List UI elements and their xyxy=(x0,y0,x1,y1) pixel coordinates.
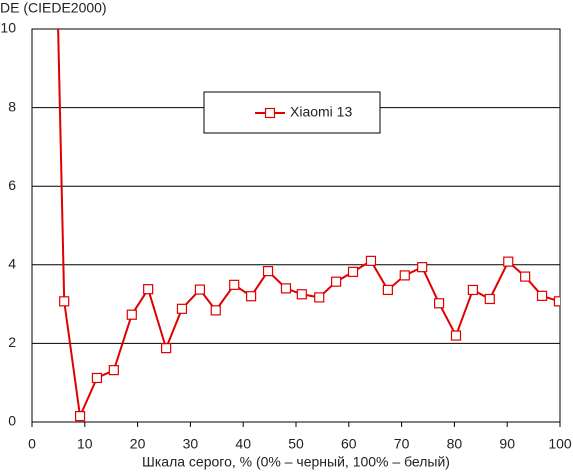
legend-box xyxy=(203,91,381,134)
point-marker xyxy=(365,255,377,266)
point-marker xyxy=(520,271,531,282)
point-marker xyxy=(108,365,119,376)
x-tick-label: 80 xyxy=(447,436,463,452)
point-marker xyxy=(553,296,560,307)
point-marker xyxy=(296,289,307,300)
point-marker xyxy=(399,270,410,281)
x-tick-label: 10 xyxy=(77,436,93,452)
point-marker xyxy=(503,256,514,267)
legend-marker xyxy=(264,107,276,119)
y-tick-label: 0 xyxy=(8,413,16,429)
point-marker xyxy=(347,266,359,277)
legend-label: Xiaomi 13 xyxy=(290,104,352,120)
point-marker xyxy=(143,284,154,295)
x-axis-label: Шкала серого, % (0% – черный, 100% – бел… xyxy=(142,454,450,470)
point-marker xyxy=(194,284,206,295)
series-line xyxy=(57,29,560,420)
y-tick-label: 6 xyxy=(8,177,16,193)
x-tick-label: 40 xyxy=(235,436,251,452)
point-marker xyxy=(314,292,325,303)
point-marker xyxy=(59,296,70,307)
point-marker xyxy=(417,262,428,273)
point-marker xyxy=(467,284,478,296)
x-tick-label: 30 xyxy=(183,436,199,452)
point-marker xyxy=(280,283,292,294)
point-marker xyxy=(210,305,221,316)
x-tick-label: 20 xyxy=(130,436,146,452)
y-tick-label: 8 xyxy=(8,98,16,114)
point-marker xyxy=(262,265,274,277)
point-marker xyxy=(246,291,257,302)
x-tick-label: 90 xyxy=(499,436,515,452)
point-marker xyxy=(74,411,86,422)
x-tick-label: 100 xyxy=(548,436,572,452)
y-tick-label: 2 xyxy=(8,334,16,350)
point-marker xyxy=(161,343,172,354)
point-marker xyxy=(331,276,342,287)
point-marker xyxy=(229,279,240,290)
x-tick-label: 60 xyxy=(341,436,357,452)
point-marker xyxy=(126,309,137,320)
y-tick-label: 4 xyxy=(8,256,16,272)
point-marker xyxy=(433,298,445,309)
x-tick-label: 0 xyxy=(28,436,36,452)
point-marker xyxy=(176,303,188,314)
x-tick-label: 50 xyxy=(288,436,304,452)
point-marker xyxy=(536,290,548,301)
point-marker xyxy=(91,372,103,384)
y-tick-label: 10 xyxy=(0,20,16,36)
x-tick-label: 70 xyxy=(394,436,410,452)
plot-area xyxy=(57,29,560,422)
point-marker xyxy=(382,284,393,296)
point-marker xyxy=(484,293,495,305)
plot-frame xyxy=(31,28,561,423)
point-marker xyxy=(450,330,462,341)
y-axis-label: DE (CIEDE2000) xyxy=(0,0,107,16)
